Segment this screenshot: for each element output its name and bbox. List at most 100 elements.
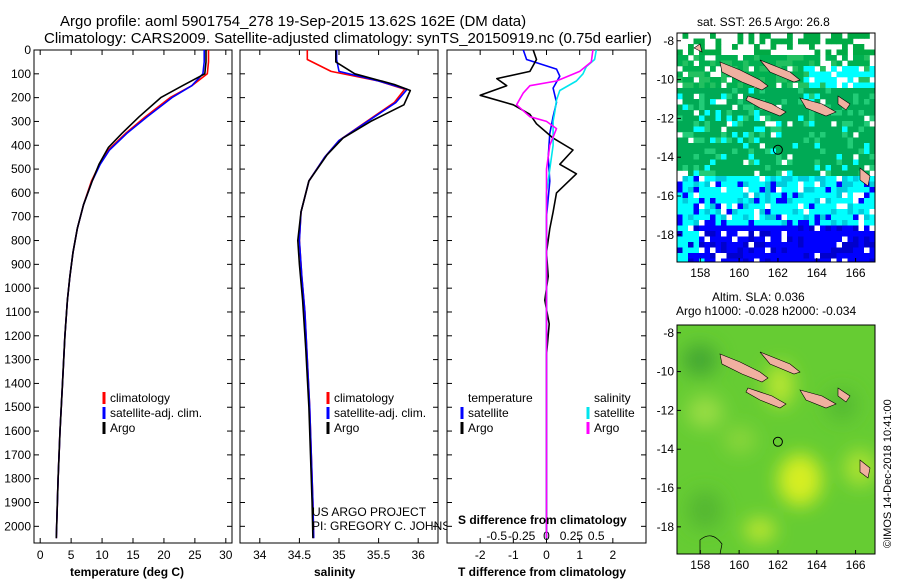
sst-cell <box>677 55 683 61</box>
sst-cell <box>864 77 870 83</box>
sst-cell <box>814 60 821 67</box>
sst-cell <box>754 115 760 122</box>
sst-cell <box>781 198 788 204</box>
sst-cell <box>754 258 760 262</box>
sst-map-ticks: 158 160 162 164 166 -8 -10 -12 -14 -16 -18 <box>657 34 866 280</box>
sst-cell <box>858 187 865 193</box>
sst-cell <box>847 203 854 210</box>
sst-cell <box>737 60 744 67</box>
sst-cell <box>688 231 694 237</box>
sst-cell <box>803 82 810 89</box>
sst-cell <box>798 209 804 215</box>
sst-cell <box>677 258 683 262</box>
sla-map-panel: Altim. SLA: 0.036 Argo h1000: -0.028 h20… <box>657 290 876 572</box>
sst-cell <box>710 192 716 199</box>
sst-cell <box>688 49 694 56</box>
sst-cell <box>853 231 859 237</box>
sst-cell <box>853 104 859 111</box>
map-y-tick-label: -12 <box>657 111 675 125</box>
sst-cell <box>726 225 733 232</box>
sst-cell <box>853 242 859 248</box>
sst-cell <box>825 220 832 226</box>
sst-cell <box>869 110 875 116</box>
sst-cell <box>737 121 744 127</box>
sst-cell <box>798 148 804 155</box>
sst-cell <box>710 209 716 215</box>
sst-cell <box>776 198 782 204</box>
sst-cell <box>699 247 705 254</box>
sst-cell <box>803 159 810 166</box>
sst-cell <box>858 104 865 111</box>
sst-cell <box>721 236 727 243</box>
sst-cell <box>809 181 815 188</box>
sst-cell <box>721 110 727 116</box>
sst-cell <box>803 132 810 138</box>
map-x-tick-label: 158 <box>690 558 710 572</box>
sst-cell <box>710 88 716 94</box>
sst-cell <box>792 242 799 248</box>
sst-cell <box>814 154 821 160</box>
sst-cell <box>831 165 837 171</box>
sst-cell <box>765 77 771 83</box>
map-y-tick-label: -8 <box>663 326 674 340</box>
sst-cell <box>776 181 782 188</box>
sst-cell <box>765 231 771 237</box>
sst-cell <box>836 148 843 155</box>
sst-cell <box>820 148 826 155</box>
sst-cell <box>781 77 788 83</box>
sst-cell <box>858 242 865 248</box>
map-x-tick-label: 166 <box>846 266 866 280</box>
sst-cell <box>864 71 870 78</box>
sst-cell <box>836 104 843 111</box>
sst-cell <box>853 187 859 193</box>
sst-cell <box>699 60 705 67</box>
sst-cell <box>853 137 859 144</box>
sst-cell <box>809 88 815 94</box>
sst-cell <box>814 258 821 262</box>
sst-cell <box>682 82 689 89</box>
sst-cell <box>820 137 826 144</box>
sst-cell <box>820 258 826 262</box>
sst-cell <box>682 236 689 243</box>
sst-cell <box>858 220 865 226</box>
sst-cell <box>831 99 837 105</box>
sst-cell <box>792 236 799 243</box>
sst-cell <box>836 258 843 262</box>
sst-cell <box>726 247 733 254</box>
x-tick-label: 5 <box>68 548 75 562</box>
sst-cell <box>765 242 771 248</box>
sst-cell <box>776 148 782 155</box>
sst-cell <box>732 60 738 67</box>
sst-cell <box>781 242 788 248</box>
sst-cell <box>792 110 799 116</box>
sst-cell <box>809 38 815 45</box>
sst-cell <box>781 176 788 182</box>
sst-cell <box>864 148 870 155</box>
sst-cell <box>842 66 848 72</box>
project-note-line2: PI: GREGORY C. JOHNSON <box>312 519 468 533</box>
sst-cell <box>682 176 689 182</box>
sst-cell <box>858 132 865 138</box>
sst-cell <box>803 176 810 182</box>
sst-cell <box>704 60 711 67</box>
sst-cell <box>814 214 821 221</box>
sst-cell <box>693 159 700 166</box>
sst-cell <box>699 170 705 177</box>
sst-cell <box>853 225 859 232</box>
sst-cell <box>726 165 733 171</box>
sst-cell <box>803 181 810 188</box>
sst-cell <box>699 236 705 243</box>
map-x-tick-label: 158 <box>690 266 710 280</box>
sst-cell <box>787 60 793 67</box>
sst-cell <box>759 55 766 61</box>
sst-cell <box>682 143 689 149</box>
y-tick-label: 700 <box>11 210 31 224</box>
sst-cell <box>682 115 689 122</box>
sst-cell <box>798 60 804 67</box>
sst-cell <box>831 159 837 166</box>
sst-cell <box>853 66 859 72</box>
sst-cell <box>721 77 727 83</box>
sst-cell <box>710 165 716 171</box>
sst-cell <box>820 71 826 78</box>
sst-cell <box>842 170 848 177</box>
